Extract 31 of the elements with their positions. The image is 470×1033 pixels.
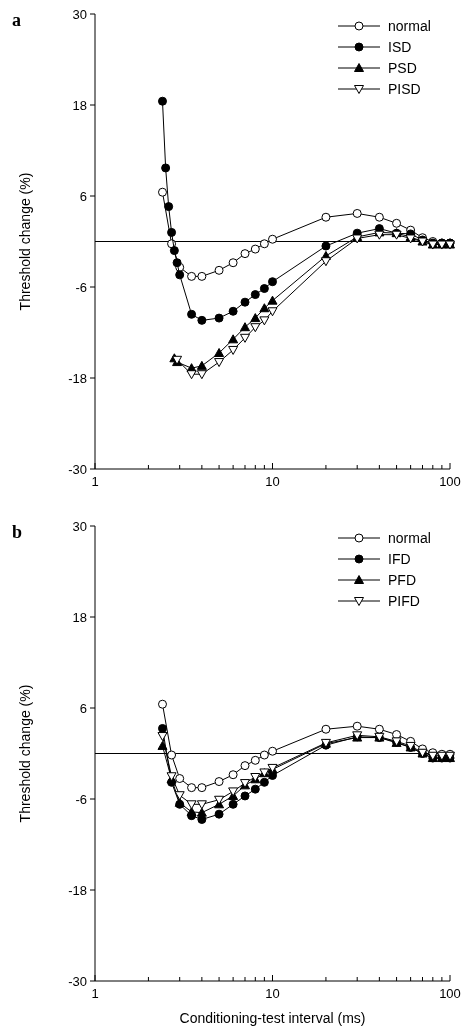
chart-title: a — [12, 10, 21, 30]
legend-label: PISD — [388, 80, 421, 97]
y-tick-label: -30 — [68, 973, 87, 989]
y-axis-title: Threshold change (%) — [17, 172, 33, 311]
y-tick-label: 30 — [72, 6, 87, 22]
y-tick-label: 18 — [72, 609, 87, 625]
legend-label: normal — [388, 17, 431, 34]
y-tick-label: -30 — [68, 461, 87, 477]
y-tick-label: 6 — [79, 700, 87, 716]
y-tick-label: 30 — [72, 518, 87, 534]
x-axis-title: Conditioning-test interval (ms) — [179, 1010, 366, 1026]
y-tick-label: -6 — [75, 279, 87, 295]
legend-label: PSD — [388, 59, 417, 76]
y-tick-label: -18 — [68, 882, 87, 898]
x-tick-label: 10 — [265, 474, 280, 489]
x-tick-label: 1 — [91, 986, 99, 1001]
legend-label: PFD — [388, 571, 416, 588]
legend-label: normal — [388, 529, 431, 546]
chart-title: b — [12, 522, 23, 542]
legend-label: PIFD — [388, 592, 420, 609]
x-tick-label: 100 — [439, 474, 461, 489]
y-tick-label: -18 — [68, 370, 87, 386]
x-tick-label: 100 — [439, 986, 461, 1001]
y-axis-title: Threshold change (%) — [17, 684, 33, 823]
y-tick-label: -6 — [75, 791, 87, 807]
y-tick-label: 18 — [72, 97, 87, 113]
legend-label: ISD — [388, 38, 412, 55]
x-tick-label: 10 — [265, 986, 280, 1001]
x-tick-label: 1 — [91, 474, 99, 489]
legend-label: IFD — [388, 550, 411, 567]
y-tick-label: 6 — [79, 188, 87, 204]
